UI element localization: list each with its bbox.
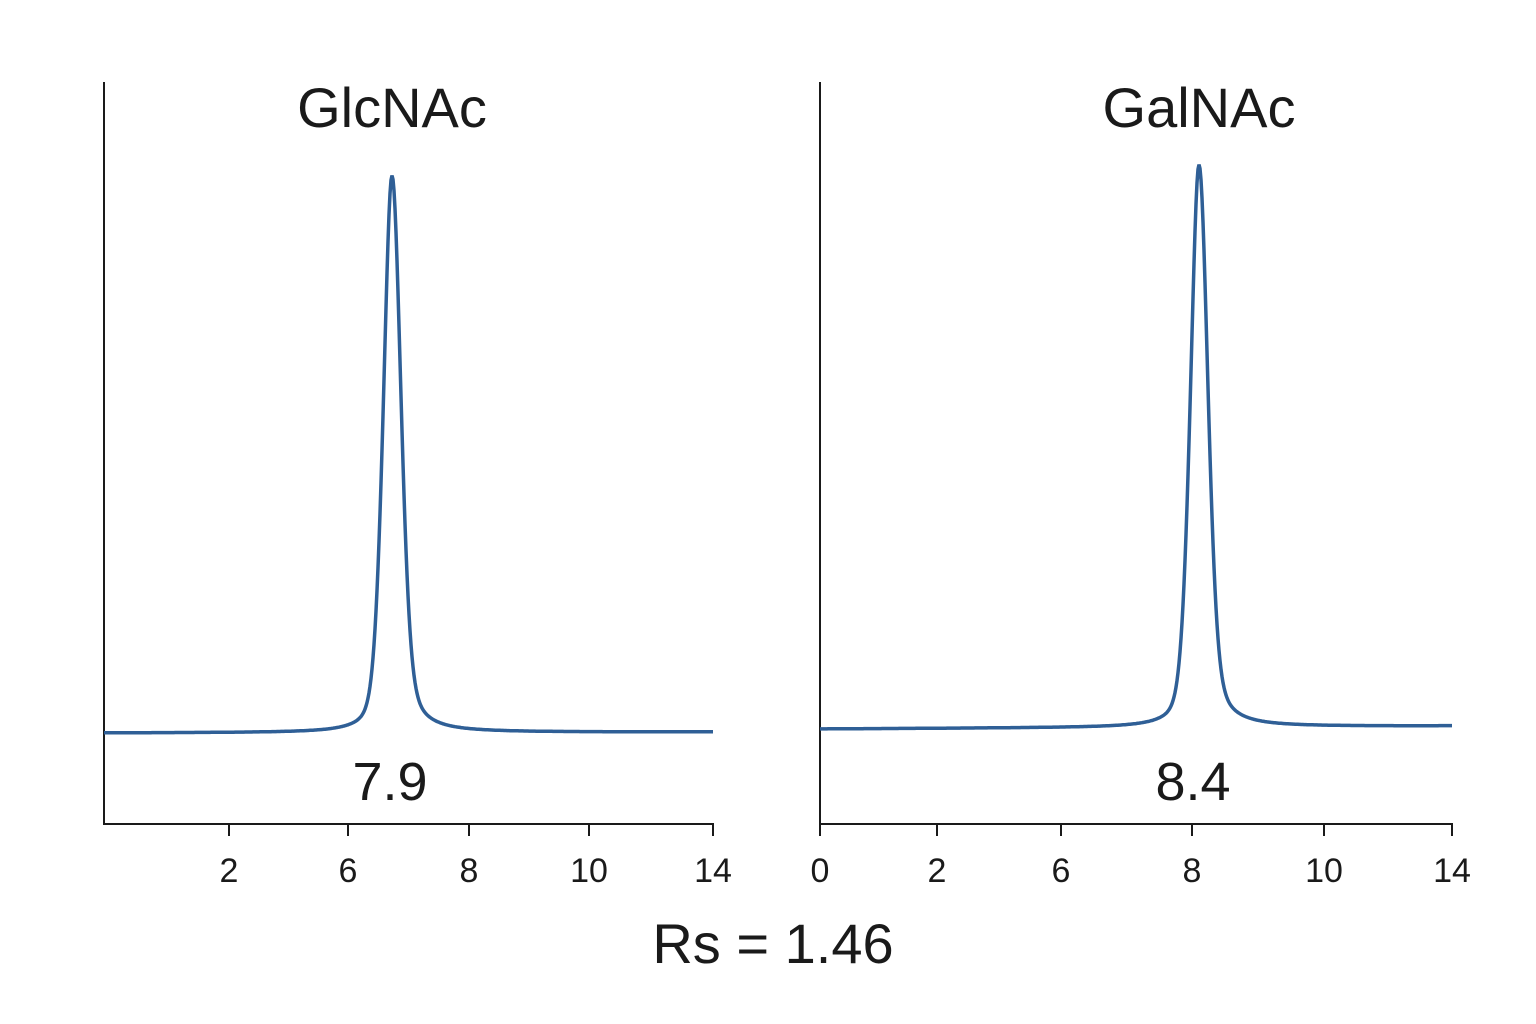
x-tick-label: 2 bbox=[928, 852, 947, 890]
resolution-label: Rs = 1.46 bbox=[652, 912, 893, 975]
peak-annotation: 7.9 bbox=[352, 752, 427, 812]
x-tick-label: 14 bbox=[1433, 852, 1471, 890]
x-tick-label: 6 bbox=[339, 852, 358, 890]
x-tick-label: 10 bbox=[570, 852, 608, 890]
x-tick-label: 0 bbox=[811, 852, 830, 890]
panel-galnac: GalNAc 0 2 6 8 10 14 8.4 bbox=[811, 76, 1471, 890]
chromatogram-trace bbox=[820, 164, 1452, 731]
x-tick-label: 8 bbox=[1183, 852, 1202, 890]
x-tick-label: 2 bbox=[220, 852, 239, 890]
chromatogram-trace bbox=[104, 175, 713, 735]
peak-annotation: 8.4 bbox=[1155, 752, 1230, 812]
x-tick-label: 14 bbox=[694, 852, 732, 890]
x-tick-label: 6 bbox=[1052, 852, 1071, 890]
panel-title: GalNAc bbox=[1103, 76, 1296, 139]
x-tick-label: 10 bbox=[1305, 852, 1343, 890]
panel-title: GlcNAc bbox=[297, 76, 487, 139]
panel-glcnac: GlcNAc 2 6 8 10 14 7.9 bbox=[103, 76, 732, 890]
x-tick-label: 8 bbox=[460, 852, 479, 890]
